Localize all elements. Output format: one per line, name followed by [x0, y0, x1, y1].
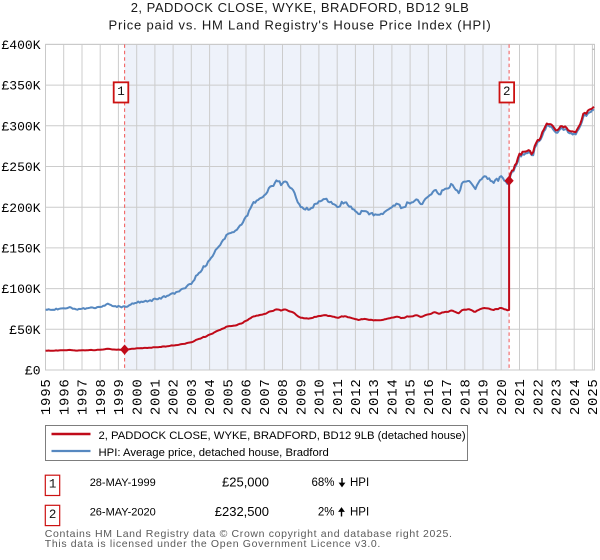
svg-text:2002: 2002	[167, 379, 183, 416]
svg-text:2018: 2018	[458, 379, 474, 416]
svg-text:1995: 1995	[39, 379, 55, 416]
svg-text:2003: 2003	[185, 379, 201, 416]
svg-text:2011: 2011	[331, 379, 347, 416]
svg-text:£250K: £250K	[1, 160, 40, 175]
svg-text:1: 1	[49, 478, 57, 492]
svg-text:2005: 2005	[221, 379, 237, 416]
svg-text:£50K: £50K	[9, 323, 40, 338]
svg-text:2019: 2019	[477, 379, 493, 416]
svg-text:£350K: £350K	[1, 79, 40, 94]
svg-text:HPI: Average price, detached h: HPI: Average price, detached house, Brad…	[99, 447, 329, 459]
svg-text:2012: 2012	[349, 379, 365, 416]
svg-text:2025: 2025	[586, 379, 600, 416]
svg-text:£232,500: £232,500	[215, 504, 269, 519]
svg-text:2%: 2%	[318, 507, 335, 519]
svg-text:2004: 2004	[203, 379, 219, 416]
svg-text:2023: 2023	[550, 379, 566, 416]
svg-text:2024: 2024	[568, 379, 584, 416]
svg-text:1: 1	[117, 85, 125, 99]
svg-text:2015: 2015	[404, 379, 420, 416]
svg-text:2013: 2013	[367, 379, 383, 416]
svg-text:£0: £0	[25, 364, 41, 379]
svg-text:2016: 2016	[422, 379, 438, 416]
svg-text:Price paid vs. HM Land Registr: Price paid vs. HM Land Registry's House …	[109, 18, 492, 33]
svg-text:2020: 2020	[495, 379, 511, 416]
svg-text:£150K: £150K	[1, 242, 40, 257]
svg-text:2009: 2009	[294, 379, 310, 416]
svg-text:1998: 1998	[94, 379, 110, 416]
svg-text:£200K: £200K	[1, 201, 40, 216]
svg-text:1996: 1996	[57, 379, 73, 416]
svg-text:2, PADDOCK CLOSE, WYKE, BRADFO: 2, PADDOCK CLOSE, WYKE, BRADFORD, BD12 9…	[99, 430, 466, 442]
svg-text:2021: 2021	[513, 379, 529, 416]
svg-text:£100K: £100K	[1, 282, 40, 297]
svg-text:2001: 2001	[149, 379, 165, 416]
svg-text:1997: 1997	[76, 379, 92, 416]
svg-text:2, PADDOCK CLOSE, WYKE, BRADFO: 2, PADDOCK CLOSE, WYKE, BRADFORD, BD12 9…	[131, 0, 470, 15]
svg-text:2017: 2017	[440, 379, 456, 416]
svg-text:2010: 2010	[313, 379, 329, 416]
svg-text:68%: 68%	[311, 477, 334, 489]
svg-text:£300K: £300K	[1, 119, 40, 134]
svg-text:Contains HM Land Registry data: Contains HM Land Registry data © Crown c…	[45, 528, 453, 540]
svg-text:2007: 2007	[258, 379, 274, 416]
svg-text:HPI: HPI	[350, 477, 369, 489]
svg-text:26-MAY-2020: 26-MAY-2020	[90, 507, 156, 519]
svg-text:This data is licensed under th: This data is licensed under the Open Gov…	[45, 538, 381, 550]
svg-text:2008: 2008	[276, 379, 292, 416]
svg-text:2014: 2014	[386, 379, 402, 416]
svg-text:2022: 2022	[531, 379, 547, 416]
svg-text:28-MAY-1999: 28-MAY-1999	[90, 477, 156, 489]
svg-text:2006: 2006	[240, 379, 256, 416]
svg-text:2: 2	[49, 508, 57, 522]
svg-text:1999: 1999	[112, 379, 128, 416]
svg-text:HPI: HPI	[350, 507, 369, 519]
svg-text:£400K: £400K	[1, 38, 40, 53]
svg-text:2: 2	[503, 85, 511, 99]
svg-text:2000: 2000	[130, 379, 146, 416]
svg-text:£25,000: £25,000	[222, 475, 269, 490]
